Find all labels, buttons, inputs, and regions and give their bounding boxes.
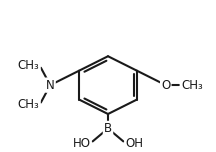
Text: B: B	[104, 122, 112, 135]
Text: O: O	[161, 79, 170, 92]
Text: HO: HO	[73, 137, 91, 150]
Text: CH₃: CH₃	[181, 79, 203, 92]
Text: N: N	[46, 79, 55, 92]
Text: OH: OH	[125, 137, 143, 150]
Text: CH₃: CH₃	[18, 59, 40, 72]
Text: CH₃: CH₃	[18, 98, 40, 111]
